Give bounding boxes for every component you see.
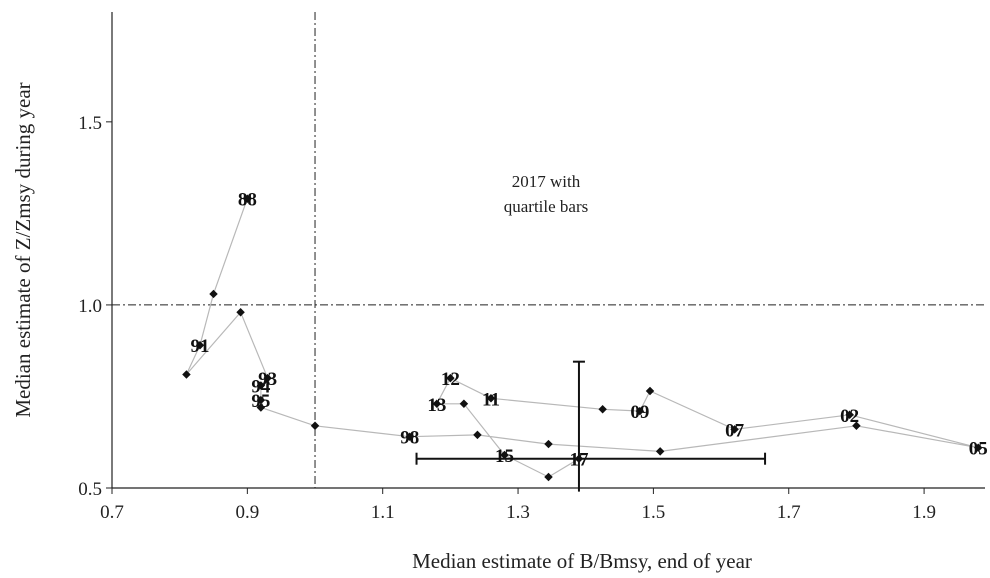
data-point — [195, 340, 205, 350]
data-point — [256, 403, 266, 412]
x-tick-label: 1.1 — [371, 502, 395, 523]
year-label: 02 — [840, 406, 859, 427]
data-point — [256, 395, 266, 405]
year-label: 09 — [630, 402, 649, 423]
year-label: 11 — [482, 389, 500, 410]
x-tick-label: 0.7 — [100, 502, 124, 523]
year-label: 95 — [251, 391, 270, 412]
year-label: 15 — [495, 446, 514, 467]
year-label: 88 — [238, 190, 257, 211]
data-point — [263, 373, 272, 383]
data-point — [598, 405, 607, 414]
data-point — [635, 406, 645, 416]
year-label: 13 — [427, 395, 446, 416]
data-point — [852, 421, 861, 430]
data-point — [845, 410, 854, 420]
x-tick-label: 1.5 — [642, 502, 666, 523]
plot-area: 0.7 0.9 1.1 1.3 1.5 1.7 1.90.51.01.58891939495… — [78, 12, 988, 523]
data-point — [236, 308, 245, 317]
data-point — [459, 399, 469, 409]
data-point — [544, 472, 553, 482]
data-point — [655, 447, 665, 456]
year-label: 98 — [400, 428, 419, 449]
data-point — [473, 430, 482, 440]
data-point — [446, 373, 455, 383]
data-point — [486, 394, 496, 403]
annotation-line-2: quartile bars — [504, 197, 589, 216]
data-point — [310, 421, 320, 430]
data-point — [730, 425, 739, 434]
data-point — [645, 386, 655, 396]
year-label: 91 — [190, 336, 209, 357]
x-tick-label: 1.3 — [506, 502, 530, 523]
year-label: 94 — [251, 376, 271, 397]
data-point — [544, 439, 553, 449]
series-line — [185, 198, 979, 478]
year-label: 12 — [441, 369, 460, 390]
x-tick-label: 1.7 — [777, 502, 801, 523]
x-tick-label: 1.9 — [912, 502, 936, 523]
annotation-line-1: 2017 with — [512, 172, 581, 191]
x-axis-label: Median estimate of B/Bmsy, end of year — [412, 549, 752, 573]
data-point — [209, 289, 218, 299]
data-point — [432, 399, 442, 409]
year-label: 07 — [725, 420, 745, 441]
data-point — [405, 432, 415, 441]
y-tick-label: 1.0 — [78, 296, 102, 317]
year-label: 05 — [969, 439, 988, 460]
data-point — [243, 194, 252, 203]
y-tick-label: 1.5 — [78, 113, 102, 134]
y-tick-label: 0.5 — [78, 479, 102, 500]
x-tick-label: 0.9 — [235, 502, 259, 523]
data-point — [182, 370, 191, 379]
y-axis-label: Median estimate of Z/Zmsy during year — [11, 82, 35, 417]
data-point — [973, 443, 983, 452]
data-point — [256, 381, 266, 390]
data-point — [500, 450, 509, 460]
